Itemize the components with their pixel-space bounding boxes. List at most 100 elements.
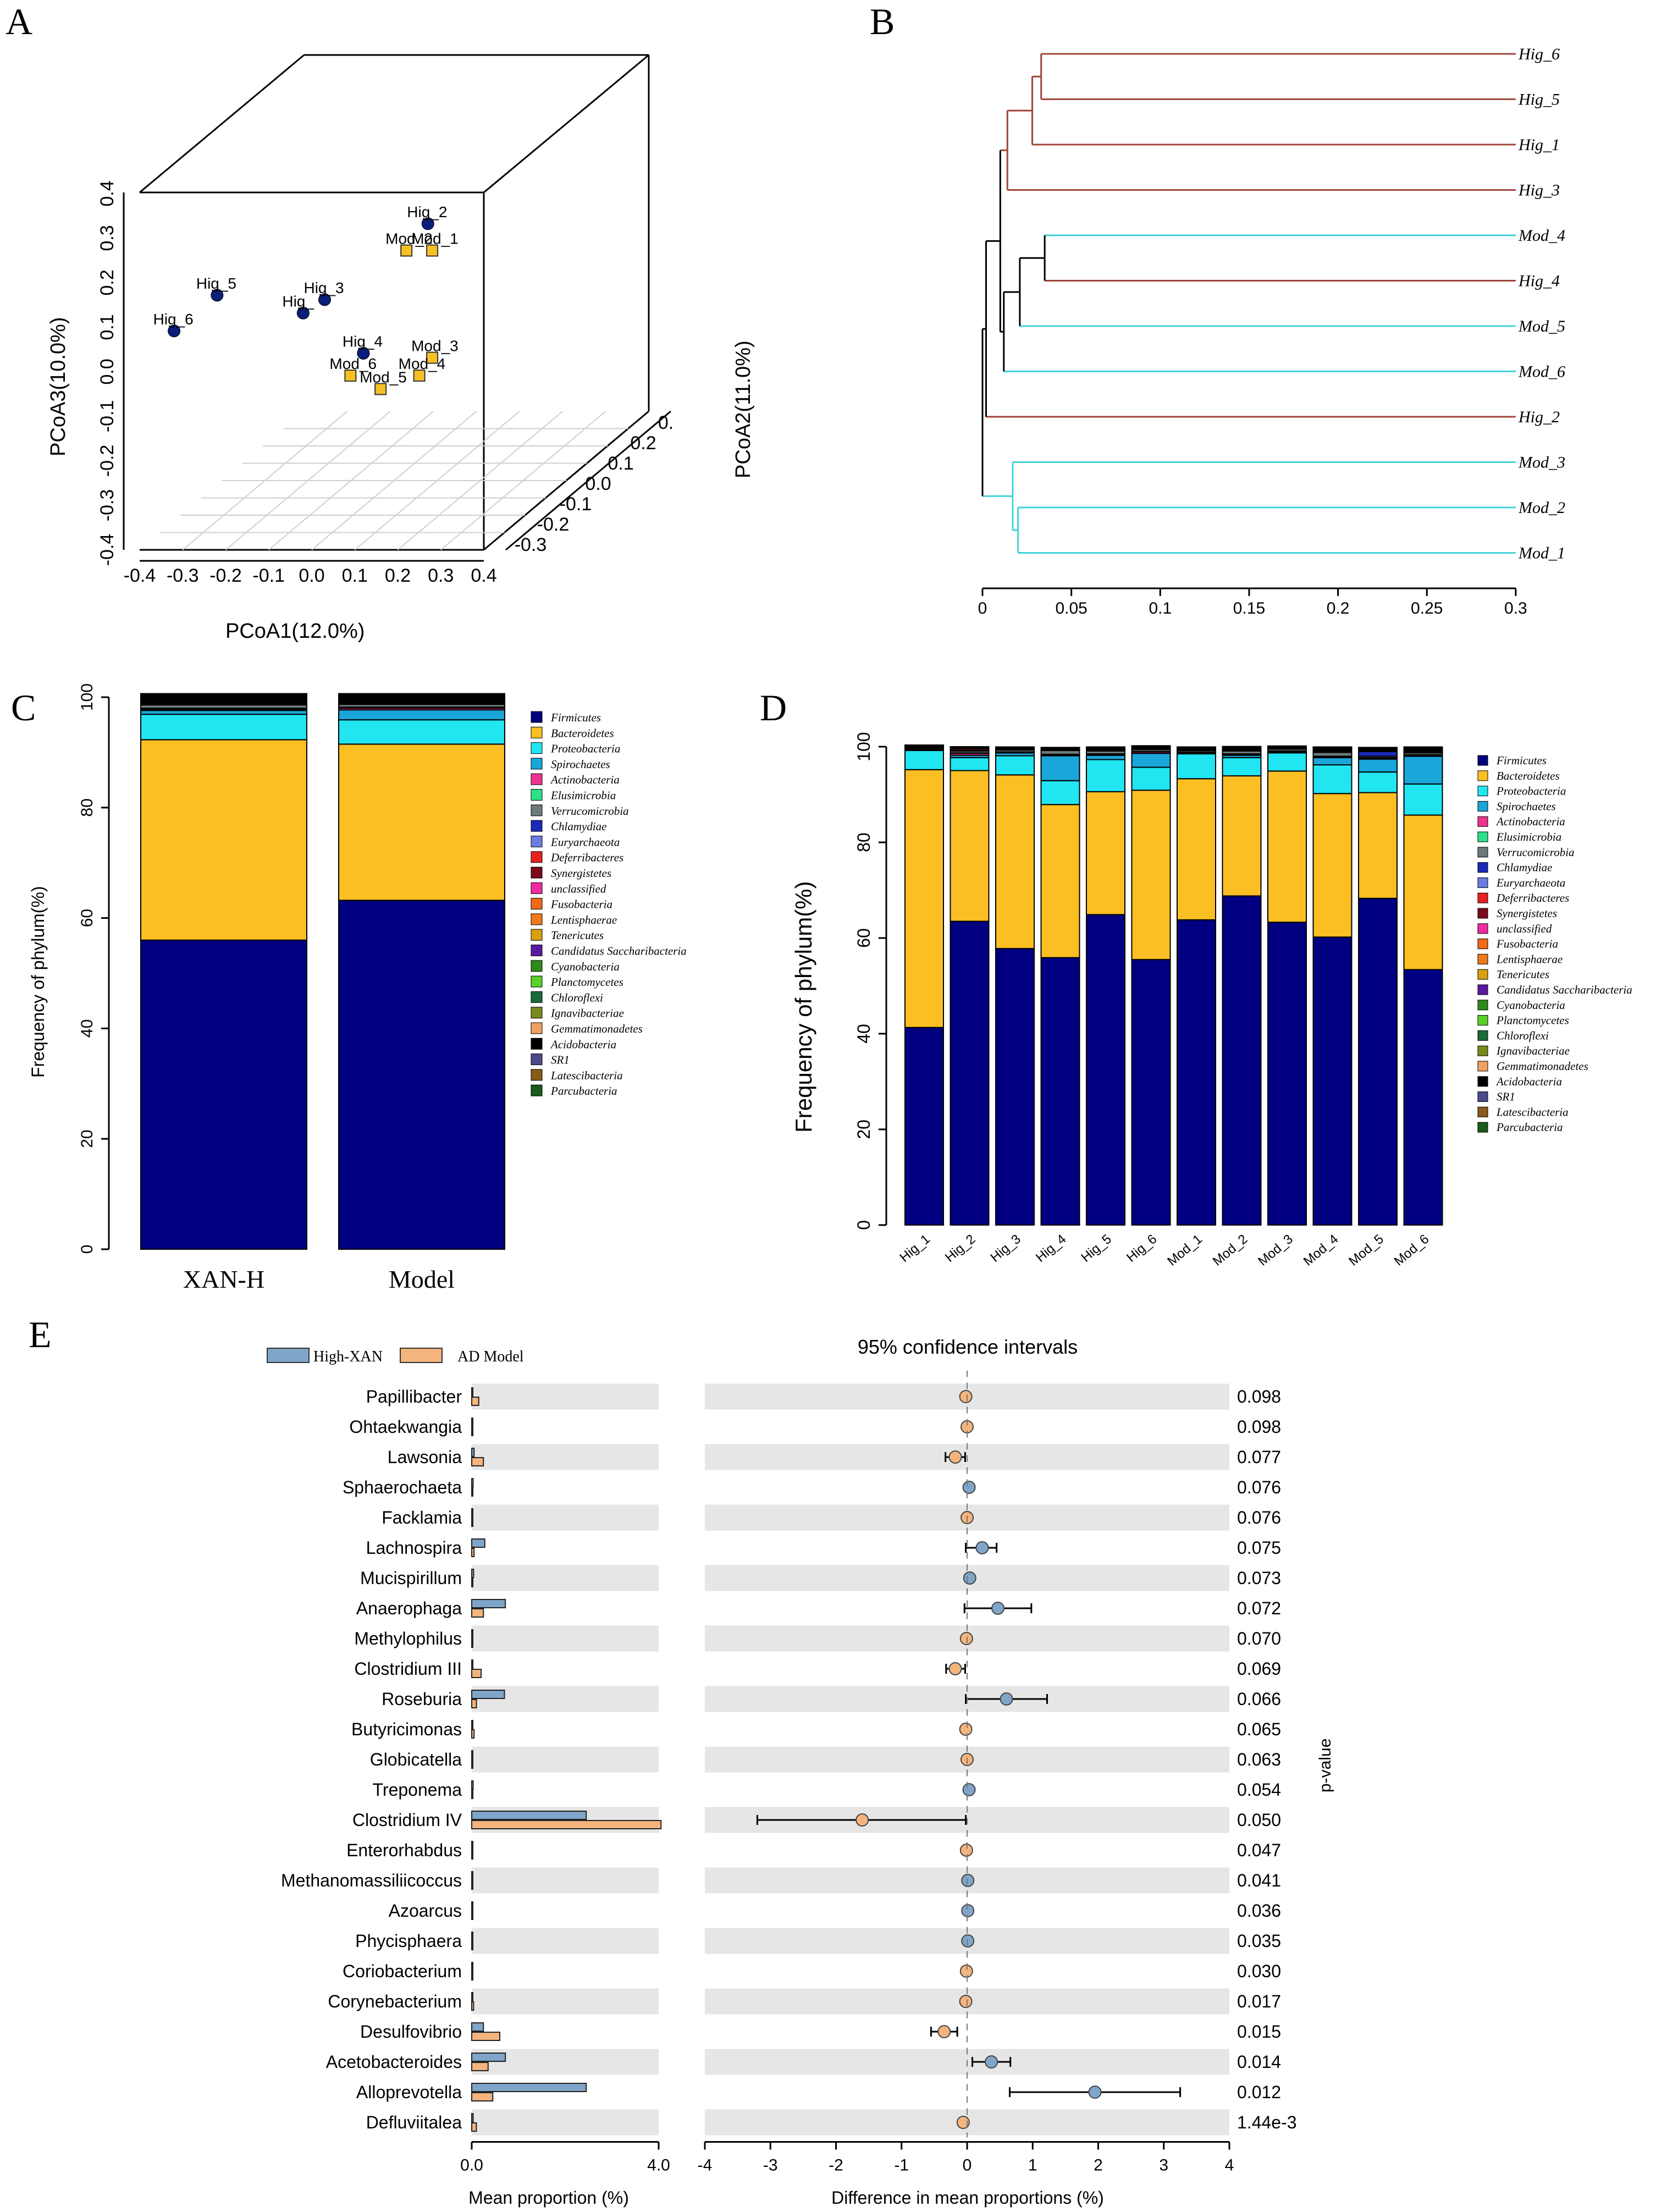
genus-label: Methanomassiliicoccus (281, 1871, 462, 1890)
p-value: 0.047 (1237, 1840, 1281, 1860)
stacked-bar-segment (1131, 753, 1171, 768)
legend-model-label: AD Model (457, 1348, 524, 1365)
dendrogram-leaf-label: Hig_5 (1518, 91, 1560, 109)
legend-label: Chloroflexi (551, 991, 603, 1004)
p-value: 0.014 (1237, 2052, 1281, 2072)
stacked-bar-segment (1222, 757, 1262, 777)
genus-label: Defluviitalea (366, 2112, 462, 2132)
stacked-bar-segment (1358, 747, 1398, 751)
pcoa-point-mod (413, 369, 426, 382)
legend-swatch (1477, 862, 1488, 873)
panel-letter-e: E (29, 1314, 52, 1355)
diff-point (985, 2055, 998, 2068)
legend-swatch (1477, 877, 1488, 888)
c-y-label: Frequency of phylum(%) (28, 886, 48, 1078)
stacked-bar-segment (1040, 957, 1080, 1226)
stacked-bar-segment (1403, 969, 1443, 1226)
legend-label: Acidobacteria (550, 1038, 616, 1051)
y-tick-label: 20 (78, 1130, 96, 1148)
stacked-bar-segment (1086, 914, 1125, 1226)
pcoa1-tick: 0.2 (385, 565, 411, 586)
pcoa2-tick: -0.2 (537, 514, 570, 535)
genus-label: Azoarcus (389, 1901, 462, 1921)
pcoa1-tick: 0.0 (299, 565, 324, 586)
mean-bar-model (471, 1397, 479, 1406)
bar-category-label: Mod_6 (1392, 1232, 1432, 1269)
stacked-bar-segment (950, 757, 990, 771)
pcoa3-label: PCoA3(10.0%) (47, 317, 70, 456)
dendrogram-tick-label: 0.05 (1055, 599, 1087, 617)
diff-point (959, 1965, 973, 1978)
y-tick-label: 40 (78, 1019, 96, 1038)
mean-bar-high (471, 1780, 474, 1790)
legend-label: Chlamydiae (551, 820, 606, 833)
pcoa-point-label: Mod_6 (329, 355, 377, 372)
mean-bar-high (471, 1417, 473, 1427)
mean-bar-model (471, 1911, 473, 1920)
dendrogram-leaf-label: Mod_4 (1518, 227, 1565, 245)
dendrogram-panel: 0 0.05 0.1 0.15 0.2 0.25 0.3 Hig_6Hig_5Hig_1Hi… (978, 45, 1565, 617)
stacked-bar-segment (338, 900, 505, 1250)
diff-point (961, 1934, 975, 1948)
mean-bar-model (471, 1457, 484, 1466)
pcoa1-tick: 0.1 (342, 565, 368, 586)
y-tick-label: 80 (78, 798, 96, 817)
y-tick-label: 0 (854, 1220, 874, 1230)
pcoa3-tick: -0.3 (97, 489, 118, 522)
stacked-bar-segment (1267, 770, 1307, 923)
legend-swatch (531, 913, 543, 925)
pcoa2-tick: 0.2 (630, 433, 656, 454)
dendrogram-leaf-label: Mod_3 (1518, 454, 1565, 472)
legend-swatch (531, 1084, 543, 1096)
mean-bar-high (471, 1478, 474, 1487)
p-value: 0.017 (1237, 1992, 1281, 2011)
mean-bar-model (471, 1759, 473, 1769)
legend-high-swatch (267, 1348, 310, 1363)
legend-swatch (531, 991, 543, 1003)
diff-point (962, 1783, 976, 1796)
dendrogram-tick-label: 0 (978, 599, 987, 617)
pcoa-point-hig (211, 289, 224, 302)
c-y-ticks: 0 20 40 60 80 100 (78, 683, 109, 1254)
legend-label: Actinobacteria (550, 773, 620, 786)
legend-label: Synergistetes (1497, 907, 1557, 920)
extended-error-bar-panel: High-XAN AD Model 95% confidence interva… (267, 1336, 1334, 2208)
stacked-bar-segment (904, 749, 944, 770)
genus-label: Roseburia (382, 1689, 462, 1709)
stacked-bar-segment (1312, 764, 1353, 795)
y-tick-label: 60 (78, 909, 96, 927)
d-bars (904, 744, 1443, 1226)
legend-swatch (1477, 755, 1488, 766)
stacked-bar-segment (1312, 757, 1353, 766)
dendrogram-leaf-label: Mod_6 (1518, 363, 1565, 381)
mean-proportion-label: Mean proportion (%) (468, 2188, 629, 2208)
mean-bar-model (471, 1790, 473, 1799)
legend-label: Bacteroidetes (1497, 769, 1560, 782)
pcoa2-tick: -0.3 (515, 534, 547, 555)
mean-bar-model (471, 1850, 473, 1860)
p-value: 0.036 (1237, 1901, 1281, 1921)
stacked-bar-segment (1358, 751, 1398, 757)
right-x-tick-label: -4 (698, 2156, 713, 2175)
stacked-bar-segment (140, 714, 307, 741)
mean-bar-model (471, 2001, 474, 2011)
mean-bar-high (471, 1901, 473, 1911)
dendrogram-tree (981, 53, 1516, 554)
difference-label: Difference in mean proportions (%) (831, 2188, 1104, 2208)
legend-swatch (1477, 1045, 1488, 1056)
bar-category-label: Mod_4 (1301, 1232, 1342, 1269)
legend-label: Planctomycetes (550, 975, 623, 989)
genus-label: Clostridium III (354, 1659, 462, 1679)
legend-swatch (531, 898, 543, 910)
pcoa2-tick: 0.1 (608, 453, 633, 474)
diff-point (959, 1995, 973, 2008)
right-x-tick-label: 0 (963, 2156, 972, 2175)
mean-bar-high (471, 2083, 587, 2092)
stacked-bar-segment (1086, 791, 1125, 915)
mean-bar-model (471, 1548, 475, 1557)
pcoa2-label: PCoA2(11.0%) (732, 340, 755, 478)
pcoa-point-label: Mod_4 (399, 355, 446, 372)
legend-label: Cyanobacteria (551, 960, 620, 973)
